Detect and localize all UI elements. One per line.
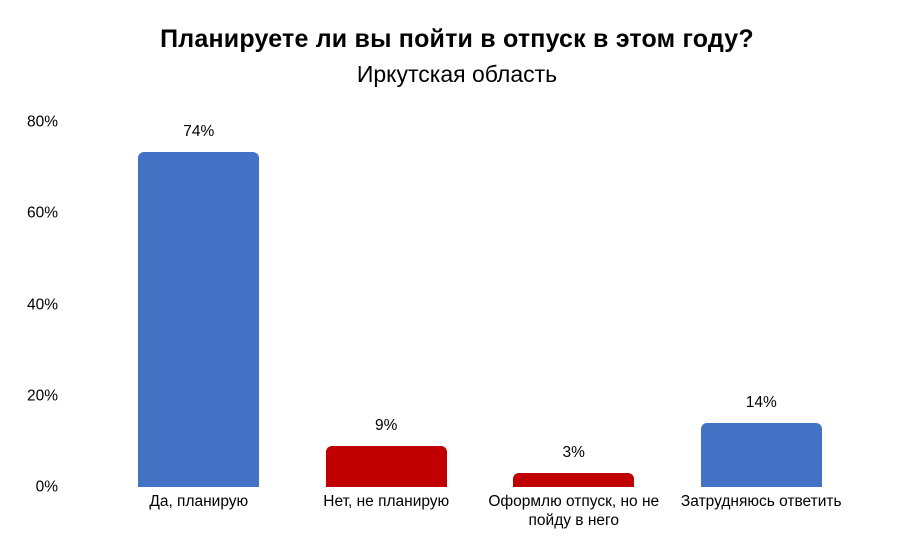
bar-group: 74% — [105, 122, 293, 487]
x-axis-category-label: Нет, не планирую — [323, 493, 450, 510]
bar-group: 3% — [480, 122, 668, 487]
y-tick-label: 60% — [26, 204, 58, 222]
bar — [513, 473, 635, 487]
bar-group: 14% — [668, 122, 856, 487]
x-axis-category-label: Да, планирую — [149, 493, 249, 510]
bar — [700, 423, 822, 487]
plot-area: 74% 9% 3% 14% — [105, 122, 855, 487]
bar-value-label: 14% — [745, 394, 777, 412]
bar-value-label: 74% — [183, 123, 215, 140]
y-axis: 80% 60% 40% 20% 0% — [0, 0, 58, 560]
y-tick-label: 40% — [26, 296, 58, 313]
y-tick-label: 80% — [26, 113, 58, 131]
bar — [325, 445, 447, 487]
bar-value-label: 3% — [562, 444, 585, 462]
bar — [138, 152, 260, 487]
chart-subtitle: Иркутская область — [356, 61, 558, 87]
y-tick-label: 20% — [26, 387, 58, 405]
x-axis-category-label: Затрудняюсь ответить — [680, 493, 842, 510]
y-tick-label: 0% — [35, 478, 58, 496]
x-axis-labels: Да, планирую Нет, не планирую Оформлю отпу… — [105, 492, 855, 530]
chart-title: Планируете ли вы пойти в отпуск в этом г… — [160, 25, 754, 53]
x-axis-category-label: Оформлю отпуск, но не пойду в него — [488, 493, 660, 529]
bar-value-label: 9% — [375, 416, 398, 434]
bar-group: 9% — [293, 122, 481, 487]
